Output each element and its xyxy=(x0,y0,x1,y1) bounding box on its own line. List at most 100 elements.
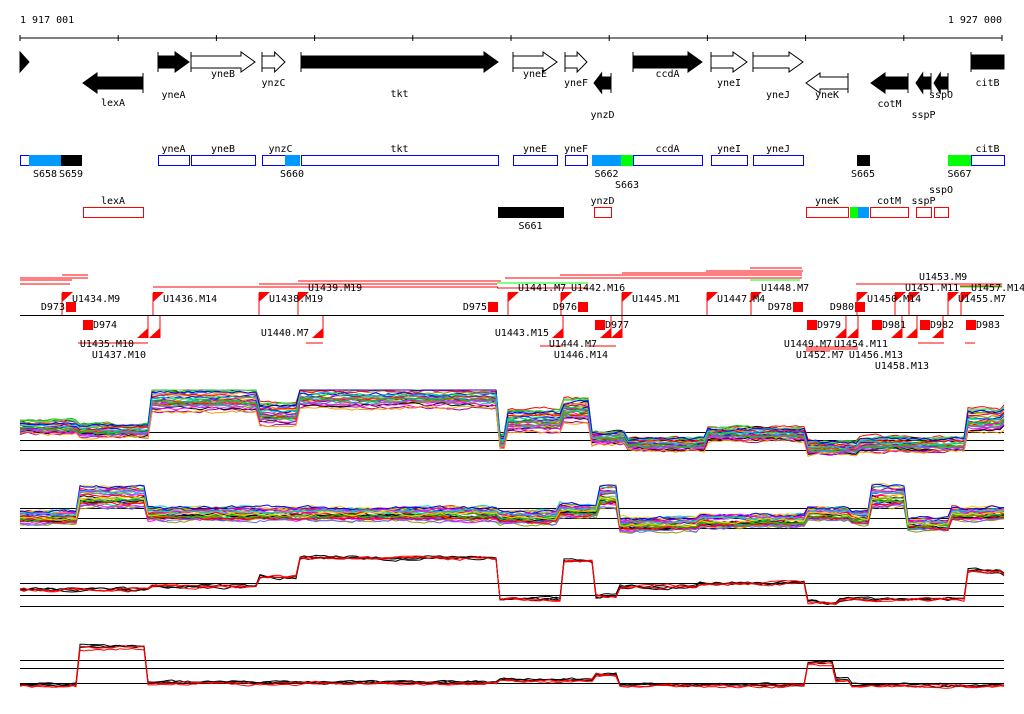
terminator-label: D981 xyxy=(882,320,906,331)
segment-lexA[interactable] xyxy=(83,207,144,218)
gene-label: yneA xyxy=(161,90,185,101)
segment-sspO[interactable] xyxy=(934,207,949,218)
expression-trace xyxy=(19,643,1005,688)
promoter-label: U1444.M7 xyxy=(549,339,597,350)
promoter-label: U1434.M9 xyxy=(72,294,120,305)
segment-label: tkt xyxy=(390,144,408,155)
segment-label: S658 xyxy=(33,169,57,180)
expression-panel xyxy=(19,554,1005,607)
segment-yneE[interactable] xyxy=(513,155,558,166)
terminator-icon xyxy=(578,302,588,312)
promoter-flag-icon xyxy=(298,292,309,302)
gene-arrow-tkt[interactable] xyxy=(300,51,499,73)
promoter-label: U1447.M4 xyxy=(717,294,765,305)
gene-arrow-sspO[interactable] xyxy=(933,71,949,95)
segment-label: S662 xyxy=(594,169,618,180)
gene-label: yneF xyxy=(564,78,588,89)
segment-label: S659 xyxy=(59,169,83,180)
promoter-flag-icon xyxy=(847,328,858,338)
segment-yneF[interactable] xyxy=(565,155,588,166)
segment-yneB[interactable] xyxy=(191,155,256,166)
terminator-icon xyxy=(872,320,882,330)
promoter-label: U1453.M9 xyxy=(919,272,967,283)
segment-label: cotM xyxy=(877,196,901,207)
expression-trace xyxy=(19,389,1005,448)
promoter-flag-icon xyxy=(707,292,718,302)
segment-S659[interactable] xyxy=(61,155,82,166)
gene-arrow-unnamed[interactable] xyxy=(19,50,30,74)
segment-block[interactable] xyxy=(20,155,30,166)
segment-ccdA[interactable] xyxy=(633,155,703,166)
promoter-flag-icon xyxy=(552,328,563,338)
gene-arrow-ccdA[interactable] xyxy=(632,51,703,73)
segment-block[interactable] xyxy=(850,207,859,218)
promoter-flag-icon xyxy=(62,292,73,302)
gene-track: lexA yneA yneB ynzC tkt yneE yneF ynzD ccdA yneI y… xyxy=(19,50,1005,121)
gene-label: ynzD xyxy=(590,110,614,121)
terminator-label: D976 xyxy=(553,302,577,313)
promoter-label: U1451.M11 xyxy=(905,283,959,294)
terminator-icon xyxy=(793,302,803,312)
segment-S660[interactable] xyxy=(285,155,300,166)
segment-yneK[interactable] xyxy=(806,207,849,218)
expression-trace xyxy=(19,647,1005,689)
gene-label: yneE xyxy=(523,69,547,80)
promoter-flag-icon xyxy=(137,328,148,338)
segment-block[interactable] xyxy=(858,207,869,218)
promoter-flag-icon xyxy=(857,292,868,302)
gene-arrow-yneF[interactable] xyxy=(564,50,588,74)
promoter-label: U1441.M7 xyxy=(518,283,566,294)
expression-trace xyxy=(19,402,1005,456)
segment-S665[interactable] xyxy=(857,155,870,166)
segment-S658[interactable] xyxy=(29,155,62,166)
segment-cotM[interactable] xyxy=(870,207,909,218)
gene-arrow-cotM[interactable] xyxy=(870,72,909,94)
terminator-label: D973 xyxy=(41,302,65,313)
promoter-label: U1458.M13 xyxy=(875,361,929,372)
segment-tkt[interactable] xyxy=(301,155,499,166)
gene-arrow-yneJ[interactable] xyxy=(752,51,804,73)
gene-arrow-yneE[interactable] xyxy=(512,51,558,73)
gene-arrow-sspP[interactable] xyxy=(915,71,932,95)
coordinate-ruler xyxy=(19,35,1003,41)
terminator-icon xyxy=(807,320,817,330)
promoter-label: U1443.M15 xyxy=(495,328,549,339)
segment-label: ccdA xyxy=(655,144,679,155)
gene-arrow-yneA[interactable] xyxy=(157,51,190,73)
promoter-label: U1440.M7 xyxy=(261,328,309,339)
segment-label: yneI xyxy=(717,144,741,155)
expression-trace xyxy=(19,555,1005,605)
gene-label: citB xyxy=(975,78,999,89)
segment-S667[interactable] xyxy=(948,155,972,166)
segment-yneA[interactable] xyxy=(158,155,190,166)
terminator-icon xyxy=(488,302,498,312)
segment-yneI[interactable] xyxy=(711,155,748,166)
segment-label: sspP xyxy=(911,196,935,207)
gene-arrow-yneI[interactable] xyxy=(710,51,748,73)
segment-citB[interactable] xyxy=(971,155,1005,166)
gene-label: yneB xyxy=(211,69,235,80)
expression-trace xyxy=(19,555,1005,606)
gene-arrow-citB[interactable] xyxy=(970,54,1005,70)
gene-label: tkt xyxy=(390,89,408,100)
gene-arrow-ynzC[interactable] xyxy=(261,50,286,74)
gene-arrow-ynzD[interactable] xyxy=(593,71,612,95)
expression-trace xyxy=(19,554,1005,605)
gene-arrow-lexA[interactable] xyxy=(82,72,144,94)
start-coordinate: 1 917 001 xyxy=(20,15,74,26)
segment-S662[interactable] xyxy=(592,155,622,166)
gene-arrow-yneB[interactable] xyxy=(190,51,256,73)
segment-yneJ[interactable] xyxy=(753,155,804,166)
gene-label: yneI xyxy=(717,78,741,89)
expression-trace xyxy=(19,497,1005,529)
expression-trace xyxy=(19,389,1005,445)
segment-label: lexA xyxy=(101,196,125,207)
terminator-icon xyxy=(83,320,93,330)
segment-S661[interactable] xyxy=(498,207,564,218)
segment-sspP[interactable] xyxy=(916,207,932,218)
terminator-label: D975 xyxy=(463,302,487,313)
gene-arrow-yneK[interactable] xyxy=(805,72,849,94)
segment-S663[interactable] xyxy=(621,155,634,166)
segment-ynzD[interactable] xyxy=(594,207,612,218)
